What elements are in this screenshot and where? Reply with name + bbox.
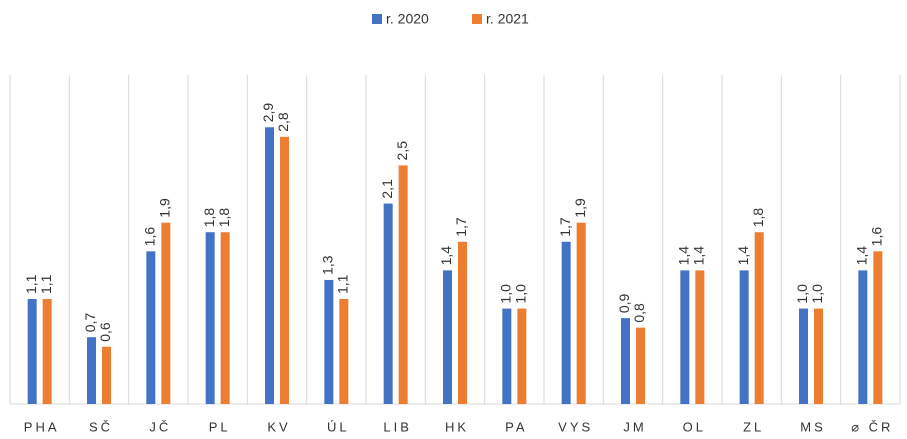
bar [561,241,571,404]
bar [739,270,749,404]
data-label: 0,6 [97,322,113,342]
legend-label: r. 2020 [386,11,429,27]
data-label: 1,8 [201,208,217,228]
bar [517,308,527,404]
bar [161,222,171,404]
data-label: 1,0 [794,284,810,304]
x-tick-label: KV [267,419,290,434]
bar [458,241,467,404]
data-label: 1,4 [691,246,707,266]
data-label: 1,3 [320,255,336,275]
data-label: 1,4 [438,246,454,266]
x-tick-label: SČ [89,419,113,434]
bar [398,165,408,404]
data-label: 1,4 [676,246,692,266]
data-label: 1,0 [498,284,514,304]
bar [695,270,705,404]
bar [280,136,289,405]
data-label: 1,8 [216,208,232,228]
bar [502,308,512,404]
bar [858,270,868,404]
legend-label: r. 2021 [486,11,529,27]
data-label: 1,9 [572,198,588,218]
x-tick-label: MS [800,419,826,434]
data-label: 1,1 [335,274,351,294]
bar [102,346,111,404]
bar [799,308,808,404]
x-tick-label: JM [623,419,646,434]
x-tick-label: LIB [383,419,412,434]
x-tick-label: JČ [149,419,171,434]
bar [576,222,586,404]
data-label: 0,8 [631,303,647,323]
bar [205,232,215,404]
bar [814,308,823,404]
data-label: 2,9 [260,103,276,123]
data-label: 1,1 [38,274,54,294]
data-label: 1,7 [557,217,573,237]
data-label: 1,8 [750,208,766,228]
data-label: 0,9 [616,293,632,313]
data-label: 1,4 [854,246,870,266]
x-tick-label: PA [505,419,527,434]
data-label: 1,7 [453,217,469,237]
bar [220,232,230,404]
bar [680,270,690,404]
legend-swatch [472,14,482,24]
x-tick-label: ⌀ ČR [851,419,893,434]
bar [383,203,393,404]
data-label: 1,6 [142,227,158,247]
bar [27,299,37,404]
x-tick-label: OL [683,419,706,434]
bar [339,299,349,404]
bar [324,279,334,404]
x-tick-label: VYS [558,419,593,434]
data-label: 2,1 [379,179,395,199]
x-tick-label: ÚL [327,419,350,434]
bar [146,251,156,404]
bar [873,251,883,404]
bar [87,337,96,404]
bar [265,127,274,404]
data-label: 2,8 [275,112,291,132]
data-label: 1,4 [735,246,751,266]
data-label: 1,9 [157,198,173,218]
bar [754,232,764,404]
data-label: 1,0 [513,284,529,304]
bar [42,299,52,404]
data-label: 0,7 [82,313,98,333]
data-label: 1,1 [23,274,39,294]
data-label: 2,5 [394,141,410,161]
bar [636,327,645,404]
data-label: 1,6 [869,227,885,247]
x-tick-label: PHA [24,419,60,434]
x-tick-label: PL [209,419,231,434]
x-tick-label: HK [445,419,469,434]
bar [621,318,630,404]
bar [443,270,452,404]
data-label: 1,0 [809,284,825,304]
legend-swatch [372,14,382,24]
x-tick-label: ZL [743,419,764,434]
